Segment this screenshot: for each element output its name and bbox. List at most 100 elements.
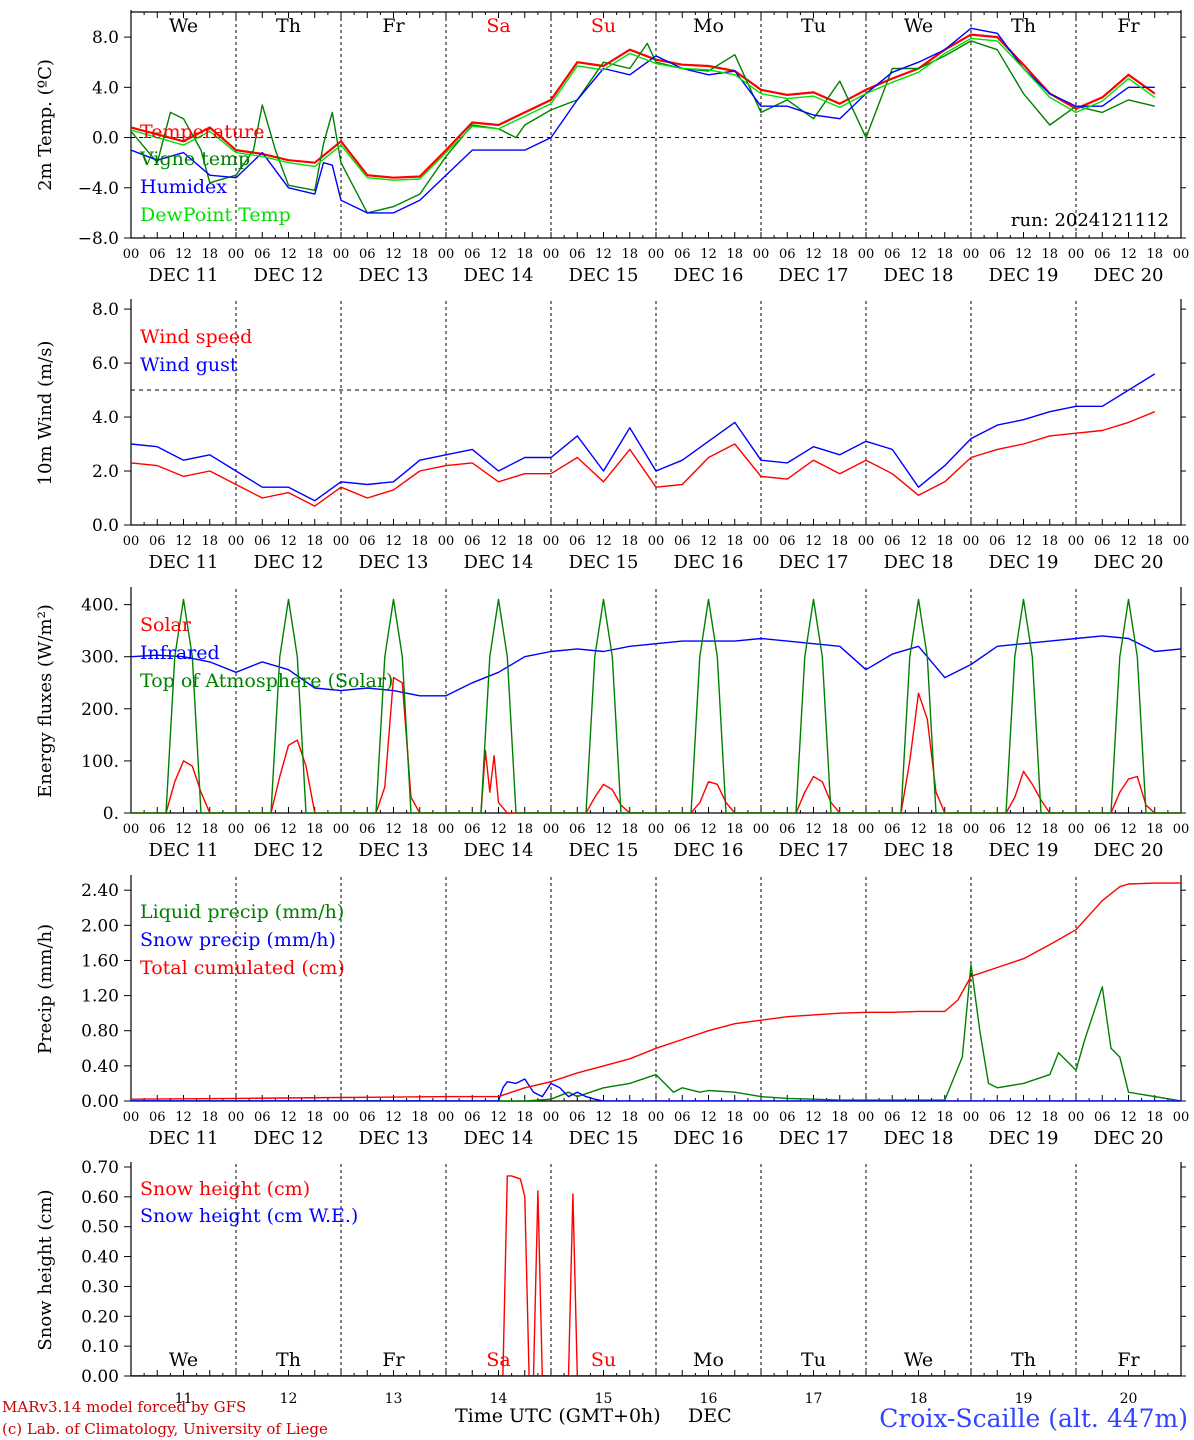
x-tick-label: 12 [1120, 1110, 1137, 1125]
x-tick-label: 18 [936, 822, 953, 837]
series-line-dewpoint-temp [131, 37, 1156, 181]
x-tick-label: 12 [280, 822, 297, 837]
x-tick-label: 12 [385, 822, 402, 837]
weekday-label: Fr [1117, 1349, 1140, 1371]
x-date-label: DEC 19 [989, 552, 1059, 573]
x-tick-label: 06 [149, 1110, 166, 1125]
x-tick-label: 18 [726, 1110, 743, 1125]
x-tick-label: 18 [621, 822, 638, 837]
series-group [131, 373, 1156, 507]
x-tick-label: 18 [1146, 247, 1163, 262]
y-tick-label: 8.0 [92, 300, 119, 320]
x-tick-label: 18 [201, 247, 218, 262]
x-tick-label: 00 [123, 534, 140, 549]
x-tick-label: 12 [805, 534, 822, 549]
x-date-label: DEC 11 [149, 552, 219, 573]
x-tick-label: 18 [306, 247, 323, 262]
x-date-label: DEC 13 [359, 265, 429, 286]
x-date-label: DEC 14 [464, 552, 534, 573]
y-tick-label: 0.0 [92, 516, 119, 536]
legend-entry: Snow height (cm) [140, 1178, 310, 1200]
x-date-label: DEC 17 [779, 840, 849, 861]
x-tick-label: 00 [123, 1110, 140, 1125]
x-tick-label: 18 [1146, 822, 1163, 837]
x-tick-label: 18 [516, 822, 533, 837]
x-tick-label: 06 [149, 822, 166, 837]
y-tick-label: 400. [81, 596, 119, 616]
y-tick-label: 0.60 [81, 1188, 119, 1208]
x-tick-label: 00 [648, 534, 665, 549]
y-tick-label: 4.0 [92, 78, 119, 98]
x-tick-label: 06 [674, 822, 691, 837]
x-tick-label: 12 [1015, 822, 1032, 837]
series-line-total-cumulated-cm- [131, 882, 1181, 1100]
x-tick-label: 00 [543, 1110, 560, 1125]
x-date-label: DEC 18 [884, 840, 954, 861]
x-tick-label: 18 [1041, 534, 1058, 549]
x-tick-label: 12 [175, 822, 192, 837]
series-line-humidex [131, 27, 1155, 214]
x-tick-label: 06 [254, 534, 271, 549]
x-tick-label: 06 [989, 247, 1006, 262]
y-tick-label: 1.60 [81, 951, 119, 971]
x-tick-label: 12 [1120, 822, 1137, 837]
series-line-solar [131, 676, 1181, 813]
x-tick-label: 12 [700, 534, 717, 549]
x-tick-label: 00 [1173, 1110, 1190, 1125]
y-tick-label: 200. [81, 700, 119, 720]
x-tick-label: 00 [858, 822, 875, 837]
x-axis-month: DEC [688, 1405, 732, 1427]
legend-entry: Snow precip (mm/h) [140, 929, 336, 951]
x-tick-label: 00 [1173, 247, 1190, 262]
x-tick-label: 18 [621, 534, 638, 549]
x-date-label: DEC 13 [359, 1128, 429, 1149]
x-tick-label: 00 [648, 822, 665, 837]
legend-entry: Total cumulated (cm) [140, 957, 345, 979]
weekday-label: We [169, 15, 198, 37]
weekday-label: Th [276, 1349, 301, 1371]
x-tick-label: 06 [464, 534, 481, 549]
panel-1: 8.0 4.0 0.0 −4.0 −8.0 2m Temp. (ºC) 00 06 12 18 DE… [35, 10, 1189, 286]
x-tick-label: 06 [149, 247, 166, 262]
y-tick-label: 0.00 [81, 1367, 119, 1387]
x-tick-label: 00 [753, 534, 770, 549]
x-tick-label: 00 [123, 822, 140, 837]
station-name: Croix-Scaille (alt. 447m) [879, 1404, 1188, 1433]
x-tick-label: 12 [280, 247, 297, 262]
x-date-label: DEC 20 [1094, 265, 1164, 286]
x-date-label: DEC 14 [464, 265, 534, 286]
legend-entry: DewPoint Temp [140, 204, 291, 226]
x-tick-label: 18 [516, 534, 533, 549]
x-date-label: DEC 17 [779, 1128, 849, 1149]
x-tick-label: 00 [543, 247, 560, 262]
legend-entry: Liquid precip (mm/h) [140, 901, 344, 923]
x-date-label: DEC 18 [884, 1128, 954, 1149]
x-tick-label: 12 [910, 534, 927, 549]
panel-5: 0.70 0.60 0.50 0.40 0.30 0.20 0.10 0.00 Snow hei… [35, 1158, 1186, 1407]
legend-entry: Humidex [140, 176, 227, 198]
y-axis-title: Precip (mm/h) [35, 924, 56, 1054]
x-tick-label: 18 [621, 1110, 638, 1125]
x-tick-label: 00 [858, 1110, 875, 1125]
x-tick-label: 12 [595, 822, 612, 837]
weekday-label: Su [591, 15, 616, 37]
x-tick-label: 06 [674, 534, 691, 549]
x-date-label: DEC 11 [149, 840, 219, 861]
weekday-label: Th [1011, 15, 1036, 37]
x-tick-label: 12 [1120, 534, 1137, 549]
weekday-label: Mo [693, 15, 724, 37]
x-tick-label: 00 [648, 1110, 665, 1125]
y-tick-label: 0.50 [81, 1218, 119, 1238]
x-date-label: DEC 13 [359, 552, 429, 573]
model-credit: MARv3.14 model forced by GFS [2, 1398, 246, 1416]
x-tick-label: 06 [989, 534, 1006, 549]
x-tick-label: 06 [779, 822, 796, 837]
y-tick-label: 0.80 [81, 1022, 119, 1042]
x-tick-label: 06 [779, 534, 796, 549]
x-tick-label: 00 [333, 534, 350, 549]
x-tick-label: 06 [884, 247, 901, 262]
x-tick-label: 06 [254, 247, 271, 262]
x-tick-label: 12 [910, 822, 927, 837]
x-tick-label: 00 [858, 247, 875, 262]
x-tick-label: 00 [438, 1110, 455, 1125]
